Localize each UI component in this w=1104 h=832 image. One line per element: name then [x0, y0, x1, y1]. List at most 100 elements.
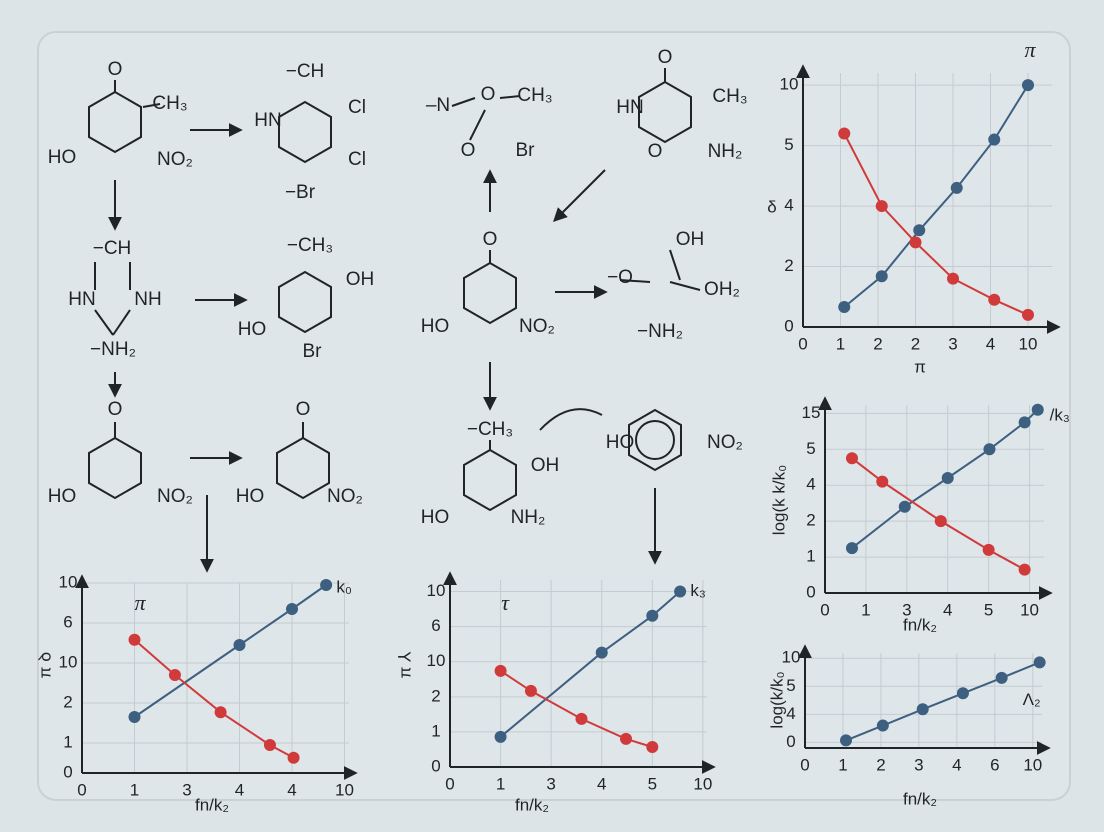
data-point: [646, 609, 659, 622]
y-axis-label: π ꝺ: [35, 652, 54, 679]
data-point: [1022, 79, 1034, 92]
ring: [88, 436, 142, 500]
atom-label: O: [658, 47, 673, 68]
x-tick-label: 0: [800, 755, 809, 774]
atom-label: O: [461, 140, 476, 161]
y-tick-label: 5: [806, 439, 815, 458]
atom-label: NO₂: [327, 486, 363, 507]
ring: [463, 261, 517, 325]
x-tick-label: 6: [990, 755, 999, 774]
y-tick-label: 2: [784, 256, 793, 275]
x-tick-label: 3: [546, 774, 555, 793]
atom-label: OH: [676, 229, 705, 250]
data-point: [575, 712, 588, 725]
atom-label: O: [108, 399, 123, 420]
atom-label: NO₂: [157, 149, 193, 170]
data-point: [214, 706, 227, 719]
x-tick-label: 10: [335, 780, 354, 799]
series-label: k₃: [690, 581, 705, 600]
atom-label: −CH: [93, 238, 132, 259]
data-point: [898, 500, 911, 513]
x-axis-label: π: [914, 357, 926, 376]
y-tick-label: 5: [784, 135, 793, 154]
y-tick-label: 15: [802, 403, 821, 422]
atom-label: HN: [616, 97, 643, 118]
data-point: [1031, 403, 1044, 416]
x-tick-label: 4: [235, 780, 244, 799]
y-tick-label: 2: [431, 686, 440, 705]
y-tick-label: 10: [782, 648, 801, 667]
x-tick-label: 10: [1023, 755, 1042, 774]
ring: [638, 80, 692, 144]
data-point: [128, 633, 141, 646]
atom-label: NH: [134, 289, 161, 310]
chart-title: τ: [501, 590, 510, 615]
data-point: [524, 684, 537, 697]
data-point: [956, 687, 969, 700]
y-tick-label: 0: [63, 762, 72, 781]
bond: [619, 279, 651, 283]
x-tick-label: 1: [838, 755, 847, 774]
data-point: [983, 443, 996, 456]
atom-label: HO: [421, 507, 450, 528]
data-point: [494, 730, 507, 743]
x-tick-label: 2: [876, 755, 885, 774]
y-tick-label: 2: [63, 692, 72, 711]
x-tick-label: 3: [182, 780, 191, 799]
data-point: [846, 452, 858, 465]
y-tick-label: 2: [806, 511, 815, 530]
x-axis-label: fn/k₂: [515, 795, 549, 814]
y-tick-label: 4: [784, 196, 793, 215]
atom-label: −CH₃: [467, 419, 513, 440]
data-point: [846, 542, 858, 555]
chart-title: π: [1024, 37, 1036, 62]
atom-label: O: [296, 399, 311, 420]
atom-label: NO₂: [707, 432, 743, 453]
atom-label: CH₃: [152, 93, 187, 114]
data-point: [674, 585, 687, 598]
x-tick-label: 0: [445, 774, 454, 793]
x-axis-label: fn/k₂: [903, 789, 937, 808]
x-tick-label: 1: [130, 780, 139, 799]
y-tick-label: 0: [431, 756, 440, 775]
atom-label: HO: [421, 316, 450, 337]
x-tick-label: 4: [943, 600, 952, 619]
data-point: [876, 475, 889, 488]
atom-label: OH₂: [704, 279, 740, 300]
y-tick-label: 10: [780, 75, 799, 94]
x-tick-label: 3: [902, 600, 911, 619]
data-point: [934, 515, 947, 528]
bond: [142, 103, 161, 108]
atom-label: HN: [68, 289, 95, 310]
data-point: [913, 224, 926, 237]
x-axis-label: fn/k₂: [195, 795, 229, 814]
x-tick-label: 4: [986, 334, 995, 353]
x-tick-label: 4: [287, 780, 296, 799]
y-tick-label: 0: [806, 582, 815, 601]
ring: [276, 436, 330, 500]
bond: [469, 109, 486, 141]
data-point: [916, 703, 929, 716]
x-tick-label: 10: [693, 774, 712, 793]
atom-label: Cl: [348, 149, 366, 170]
y-tick-label: 10: [427, 651, 446, 670]
data-point: [909, 236, 922, 249]
y-tick-label: 1: [806, 547, 815, 566]
series-label: /k₃: [1050, 405, 1070, 424]
data-point: [988, 133, 1001, 146]
y-tick-label: 1: [431, 721, 440, 740]
data-point: [646, 740, 659, 753]
atom-label: HO: [606, 432, 635, 453]
atom-label: Br: [303, 341, 323, 362]
x-tick-label: 4: [597, 774, 606, 793]
ring: [88, 90, 142, 154]
data-point: [941, 472, 954, 485]
data-point: [287, 751, 300, 764]
data-point: [1022, 308, 1034, 321]
y-tick-label: 1: [63, 732, 72, 751]
atom-label: −CH₃: [287, 235, 333, 256]
atom-label: Cl: [348, 97, 366, 118]
series-line: [843, 84, 1029, 308]
atom-label: −O: [607, 267, 633, 288]
data-point: [838, 127, 851, 140]
